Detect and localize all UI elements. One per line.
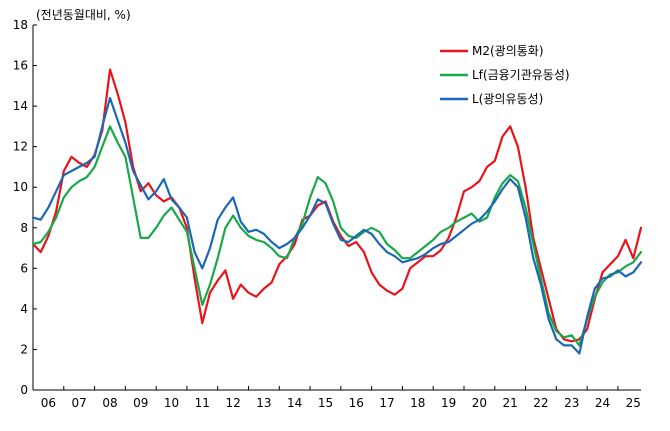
x-tick-label: 09 [133, 396, 148, 410]
y-tick-label: 6 [20, 261, 28, 275]
y-ticks: 0 2 4 6 8 10 12 14 16 18 [13, 18, 37, 397]
x-tick-label: 15 [318, 396, 333, 410]
series-lines [31, 68, 643, 355]
x-tick-label: 25 [626, 396, 641, 410]
x-tick-label: 12 [225, 396, 240, 410]
x-tick-label: 24 [595, 396, 610, 410]
y-tick-label: 10 [13, 180, 28, 194]
x-tick-label: 18 [410, 396, 425, 410]
legend-label-1: Lf(금융기관유동성) [472, 68, 570, 82]
unit-label: (전년동월대비, %) [36, 8, 131, 22]
x-tick-label: 21 [503, 396, 518, 410]
y-tick-label: 4 [20, 302, 28, 316]
x-tick-label: 10 [164, 396, 179, 410]
x-tick-label: 11 [195, 396, 210, 410]
legend-label-0: M2(광의통화) [472, 44, 544, 58]
x-tick-label: 17 [379, 396, 394, 410]
series-line-2 [31, 96, 643, 355]
x-ticks: 06 07 08 09 10 11 12 13 14 15 16 17 18 19 20 21 22 23 24 25 [32, 386, 641, 410]
y-tick-label: 12 [13, 140, 28, 154]
y-tick-label: 2 [20, 342, 28, 356]
x-tick-label: 14 [287, 396, 302, 410]
x-tick-label: 08 [102, 396, 117, 410]
x-tick-label: 23 [564, 396, 579, 410]
legend-label-2: L(광의유동성) [472, 92, 543, 106]
y-tick-label: 18 [13, 18, 28, 32]
y-tick-label: 8 [20, 221, 28, 235]
legend: M2(광의통화) Lf(금융기관유동성) L(광의유동성) [440, 44, 570, 106]
x-tick-label: 07 [72, 396, 87, 410]
x-tick-label: 06 [41, 396, 56, 410]
series-line-1 [31, 125, 643, 347]
y-tick-label: 0 [20, 383, 28, 397]
x-tick-label: 20 [472, 396, 487, 410]
x-tick-label: 22 [533, 396, 548, 410]
y-tick-label: 16 [13, 59, 28, 73]
x-tick-label: 19 [441, 396, 456, 410]
x-tick-label: 16 [349, 396, 364, 410]
series-line-0 [31, 68, 643, 343]
x-tick-label: 13 [256, 396, 271, 410]
y-tick-label: 14 [13, 99, 28, 113]
